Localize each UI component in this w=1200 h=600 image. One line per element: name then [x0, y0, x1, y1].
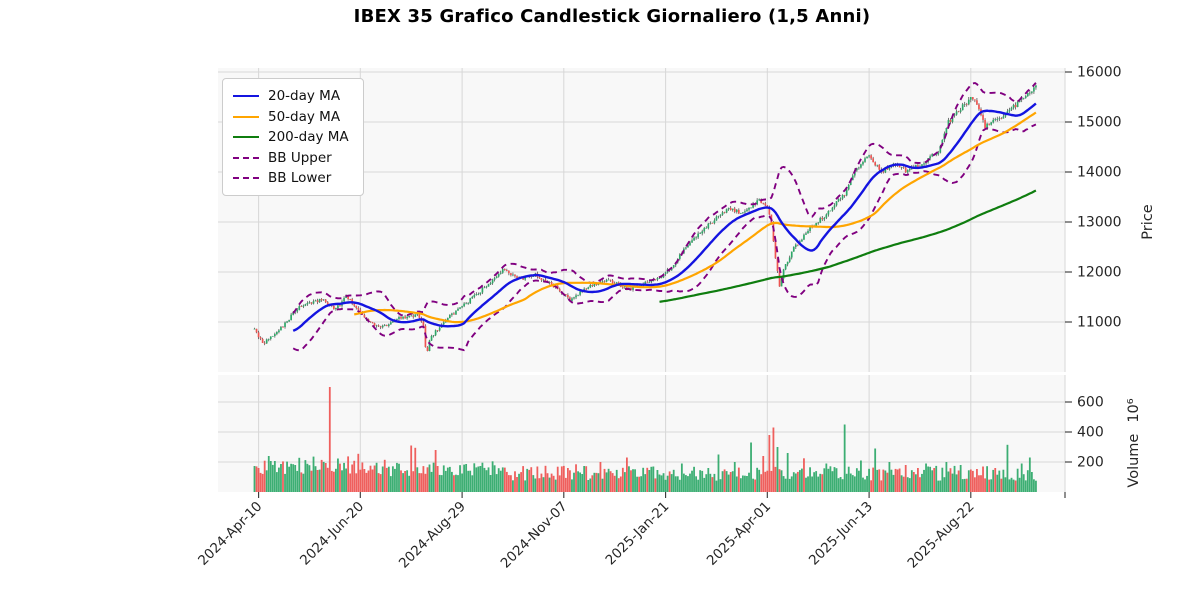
date-tick-label: 2025-Aug-22 [905, 499, 978, 572]
bb-upper-line-sample [233, 156, 259, 159]
legend-item: 20-day MA [233, 86, 353, 107]
legend-item: BB Lower [233, 168, 353, 189]
legend-item: 200-day MA [233, 127, 353, 148]
volume-tick-label: 400 [1077, 425, 1104, 441]
ma200-line-sample [233, 136, 259, 139]
date-tick-label: 2024-Nov-07 [498, 499, 571, 572]
date-tick-label: 2025-Apr-01 [704, 499, 774, 569]
price-tick-label: 12000 [1077, 265, 1122, 281]
ma50-line-sample [233, 115, 259, 118]
volume-axis-title: Volume 10⁶ [1126, 398, 1142, 487]
date-tick-label: 2024-Jun-20 [297, 499, 367, 569]
legend-item-label: 50-day MA [268, 108, 341, 125]
legend-item-label: BB Lower [268, 170, 332, 187]
price-axis-title-text: Price [1140, 204, 1156, 240]
price-axis-title: Price [1140, 204, 1156, 239]
ma50-line [353, 111, 1037, 324]
volume-tick-label: 600 [1077, 395, 1104, 411]
ma20-line-sample [233, 95, 259, 98]
legend-item-label: 200-day MA [268, 129, 349, 146]
volume-bars [253, 387, 1037, 492]
ma20-line [292, 102, 1037, 332]
price-tick-label: 14000 [1077, 165, 1122, 181]
chart-title: IBEX 35 Grafico Candlestick Giornaliero … [353, 6, 871, 27]
price-tick-label: 15000 [1077, 115, 1122, 131]
price-tick-label: 13000 [1077, 215, 1122, 231]
price-tick-label: 16000 [1077, 65, 1122, 81]
bb-lower-line-sample [233, 177, 259, 180]
ma200-line [659, 189, 1037, 303]
volume-axis-multiplier: 10⁶ [1126, 398, 1142, 423]
date-tick-label: 2025-Jan-21 [603, 499, 673, 569]
price-tick-label: 11000 [1077, 315, 1122, 331]
axis-ticks [258, 71, 1072, 498]
legend-item-label: 20-day MA [268, 88, 341, 105]
date-tick-label: 2024-Aug-29 [396, 499, 469, 572]
volume-axis-title-text: Volume [1126, 433, 1142, 488]
volume-tick-label: 200 [1077, 455, 1104, 471]
date-tick-label: 2024-Apr-10 [195, 499, 265, 569]
legend-item-label: BB Upper [268, 149, 332, 166]
date-tick-label: 2025-Jun-13 [806, 499, 876, 569]
legend-item: 50-day MA [233, 107, 353, 128]
legend: 20-day MA 50-day MA 200-day MA BB Upper … [222, 78, 364, 196]
legend-item: BB Upper [233, 148, 353, 169]
volume-panel [218, 375, 1065, 492]
